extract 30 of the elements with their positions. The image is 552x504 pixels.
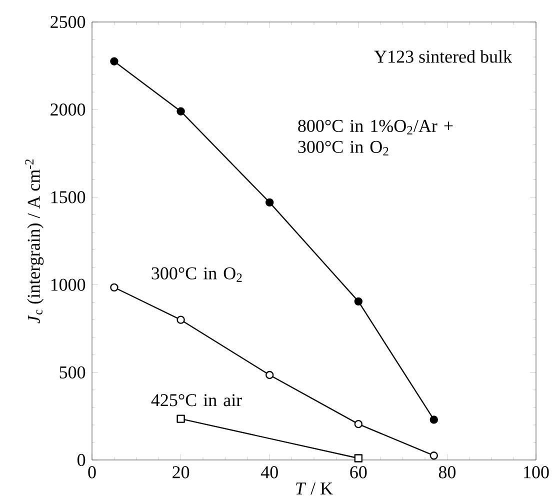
y-tick-label: 2000 (50, 104, 86, 116)
text: 800°C in 1%O$_{2}$/Ar + 300°C in O$_{2}$ (298, 120, 453, 156)
y-tick-label: 1000 (51, 278, 86, 291)
x-axis-title: T / K (296, 482, 333, 495)
series-label: 425°C in air (151, 394, 242, 406)
point (266, 370, 274, 380)
x-tick-label: 20 (172, 466, 190, 478)
annotation: Y123 sintered bulk (374, 50, 512, 63)
point (354, 297, 363, 306)
point (176, 316, 185, 324)
point (430, 452, 438, 460)
y-tick-label: 1500 (51, 191, 86, 204)
x-tick-label: 80 (438, 466, 456, 478)
point (430, 416, 438, 424)
y-tick-label: 2500 (50, 16, 86, 28)
y-tick-label: 500 (60, 366, 86, 378)
series-label: 300°C in O$_{2}$ (152, 267, 242, 282)
x-tick-label: 40 (260, 466, 278, 478)
x-tick-label: 60 (350, 466, 367, 478)
x-tick-label: 0 (88, 466, 96, 478)
point (110, 57, 118, 66)
point (176, 414, 185, 423)
x-tick-label: 100 (524, 466, 549, 478)
point (354, 420, 363, 428)
y-axis-title: J$_{c}$ (intergrain) / A cm$^{-2}$ (25, 159, 44, 324)
y-tick-label: 0 (77, 454, 86, 466)
point (266, 198, 274, 207)
point (110, 283, 118, 292)
point (354, 454, 363, 462)
point (176, 107, 185, 116)
